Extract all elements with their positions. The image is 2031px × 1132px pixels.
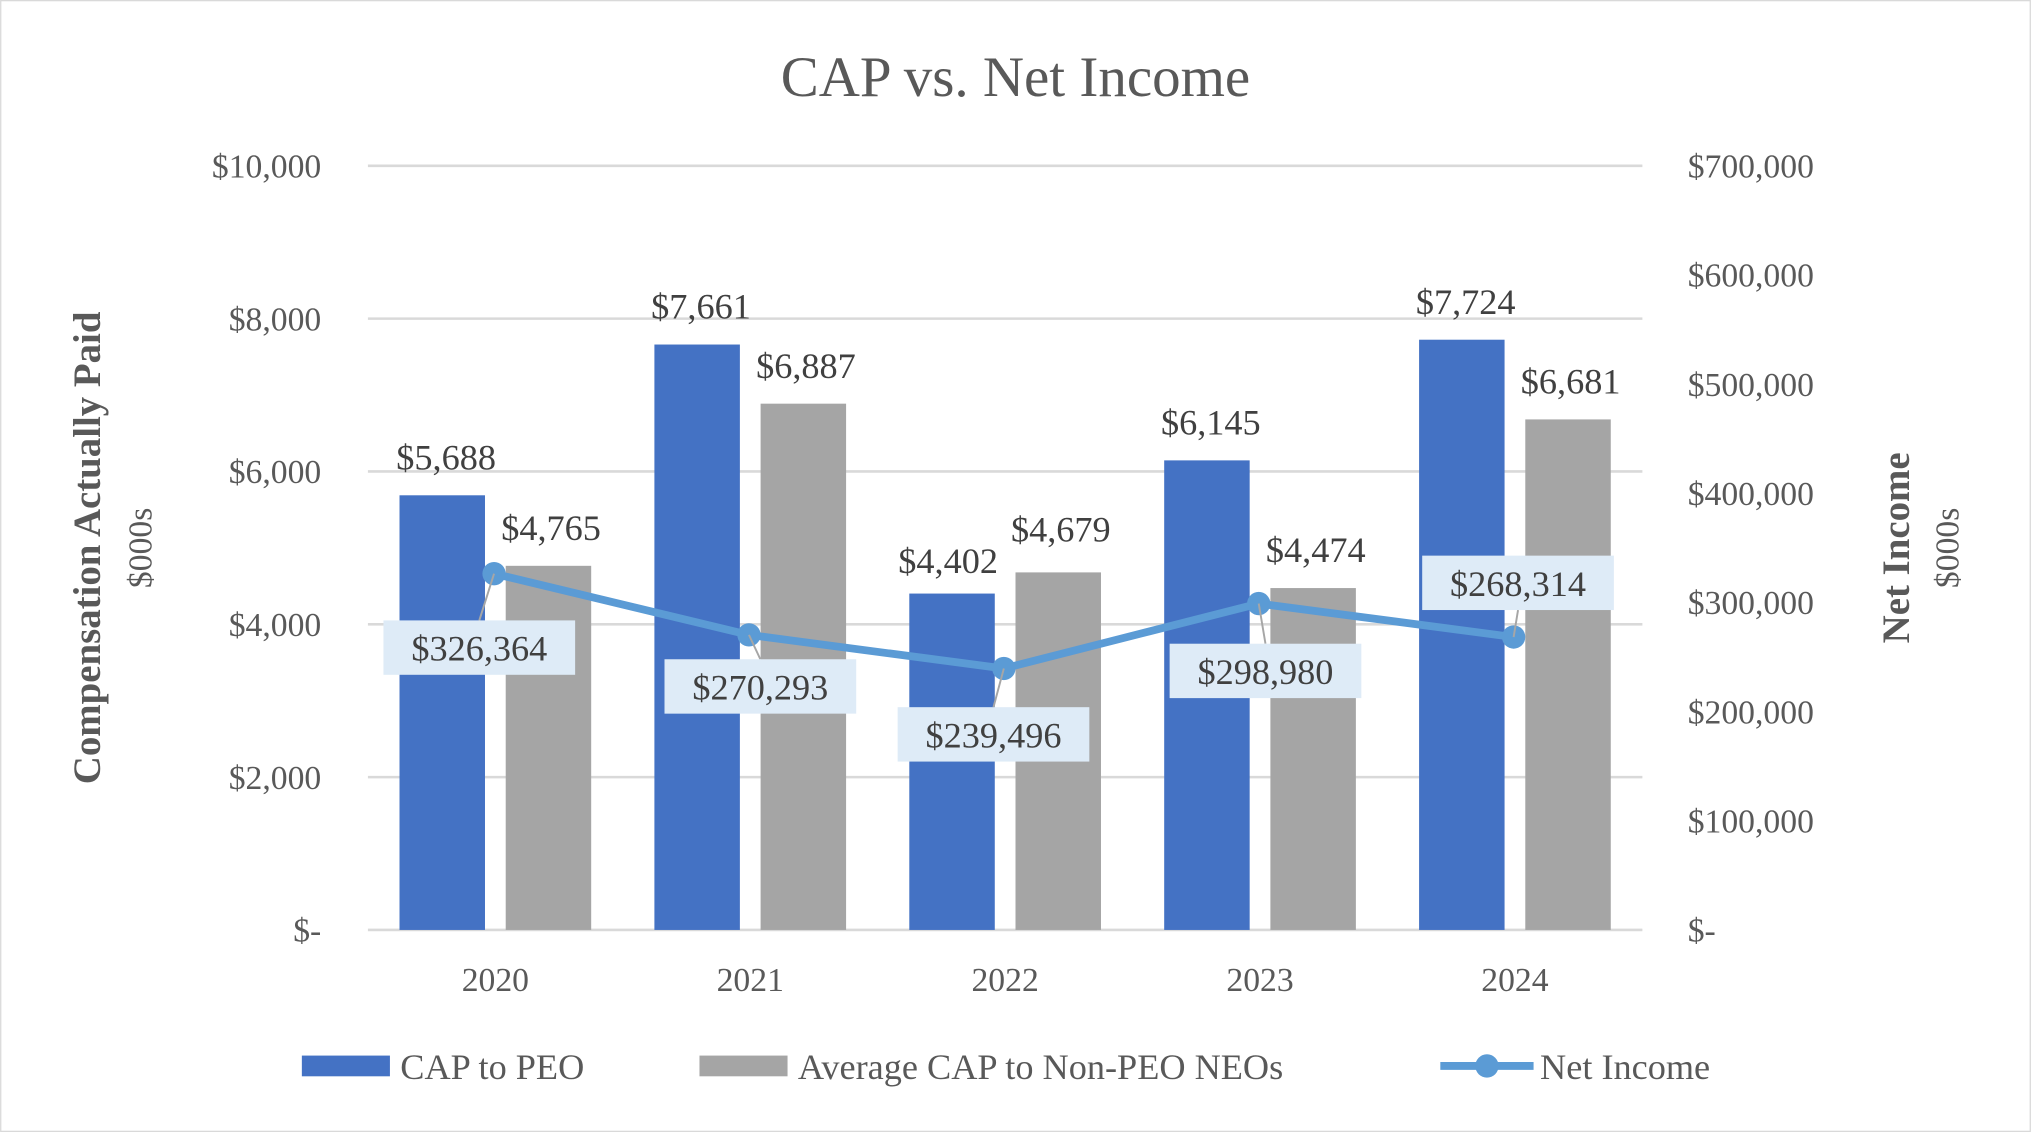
bar-data-label: $7,724 bbox=[1416, 282, 1516, 322]
y-right-tick-label: $100,000 bbox=[1688, 803, 1814, 840]
y-left-tick-label: $6,000 bbox=[229, 454, 322, 491]
bar-cap-to-peo bbox=[399, 495, 485, 930]
bar-data-label: $6,145 bbox=[1161, 402, 1261, 442]
leader-line bbox=[478, 573, 495, 621]
legend-marker-net-income bbox=[1475, 1054, 1499, 1078]
bar-cap-to-peo bbox=[909, 593, 995, 930]
y-left-tick-label: $10,000 bbox=[212, 148, 321, 185]
net-income-data-label: $268,314 bbox=[1450, 564, 1586, 604]
legend-label: Average CAP to Non-PEO NEOs bbox=[798, 1047, 1283, 1087]
legend-label: CAP to PEO bbox=[400, 1047, 584, 1087]
bar-data-label: $7,661 bbox=[651, 287, 751, 327]
leader-line bbox=[1257, 603, 1267, 644]
y-right-tick-label: $500,000 bbox=[1688, 367, 1814, 404]
y-left-axis-subtitle: $000s bbox=[123, 508, 160, 588]
net-income-data-label: $298,980 bbox=[1198, 652, 1334, 692]
y-right-tick-label: $400,000 bbox=[1688, 476, 1814, 513]
net-income-marker bbox=[737, 623, 761, 647]
net-income-label-box bbox=[1169, 643, 1362, 699]
bar-cap-to-peo bbox=[654, 344, 740, 930]
bar-data-label: $4,765 bbox=[501, 508, 601, 548]
x-tick-label: 2023 bbox=[1226, 962, 1293, 999]
y-right-tick-label: $700,000 bbox=[1688, 148, 1814, 185]
net-income-data-label: $239,496 bbox=[926, 715, 1062, 755]
y-left-tick-label: $8,000 bbox=[229, 301, 322, 338]
y-right-axis-subtitle: $000s bbox=[1929, 508, 1966, 588]
x-tick-label: 2021 bbox=[717, 962, 784, 999]
net-income-label-box bbox=[1422, 555, 1614, 611]
y-left-tick-label: $4,000 bbox=[229, 607, 322, 644]
bar-average-cap-non-peo bbox=[1525, 419, 1611, 930]
y-right-tick-label: $600,000 bbox=[1688, 258, 1814, 295]
net-income-label-box bbox=[383, 620, 576, 675]
bar-data-label: $6,887 bbox=[756, 346, 856, 386]
net-income-label-box bbox=[664, 659, 857, 714]
y-right-tick-label: $300,000 bbox=[1688, 585, 1814, 622]
legend-swatch-average-cap bbox=[699, 1055, 788, 1077]
net-income-label-box bbox=[897, 707, 1090, 762]
bar-data-label: $5,688 bbox=[396, 437, 496, 477]
bar-average-cap-non-peo bbox=[1270, 588, 1356, 930]
bar-data-label: $4,402 bbox=[898, 541, 998, 581]
x-tick-label: 2020 bbox=[462, 962, 529, 999]
bar-data-label: $4,474 bbox=[1266, 530, 1366, 570]
y-left-axis-title: Compensation Actually Paid bbox=[66, 311, 109, 784]
y-left-tick-label: $2,000 bbox=[229, 760, 322, 797]
bar-data-label: $6,681 bbox=[1521, 362, 1621, 402]
net-income-data-label: $270,293 bbox=[692, 667, 828, 707]
y-left-tick-label: $- bbox=[293, 913, 321, 950]
x-tick-label: 2024 bbox=[1481, 962, 1548, 999]
x-tick-label: 2022 bbox=[971, 962, 1038, 999]
legend-swatch-cap-to-peo bbox=[301, 1055, 390, 1077]
y-right-tick-label: $- bbox=[1688, 913, 1716, 950]
y-right-tick-label: $200,000 bbox=[1688, 694, 1814, 731]
y-right-axis-title: Net Income bbox=[1875, 452, 1918, 643]
leader-line bbox=[992, 668, 1005, 708]
bar-data-label: $4,679 bbox=[1011, 509, 1111, 549]
net-income-data-label: $326,364 bbox=[411, 629, 547, 669]
legend-label: Net Income bbox=[1540, 1047, 1710, 1087]
chart-title: CAP vs. Net Income bbox=[781, 46, 1250, 109]
leader-line bbox=[1512, 609, 1519, 638]
leader-line bbox=[748, 634, 762, 660]
